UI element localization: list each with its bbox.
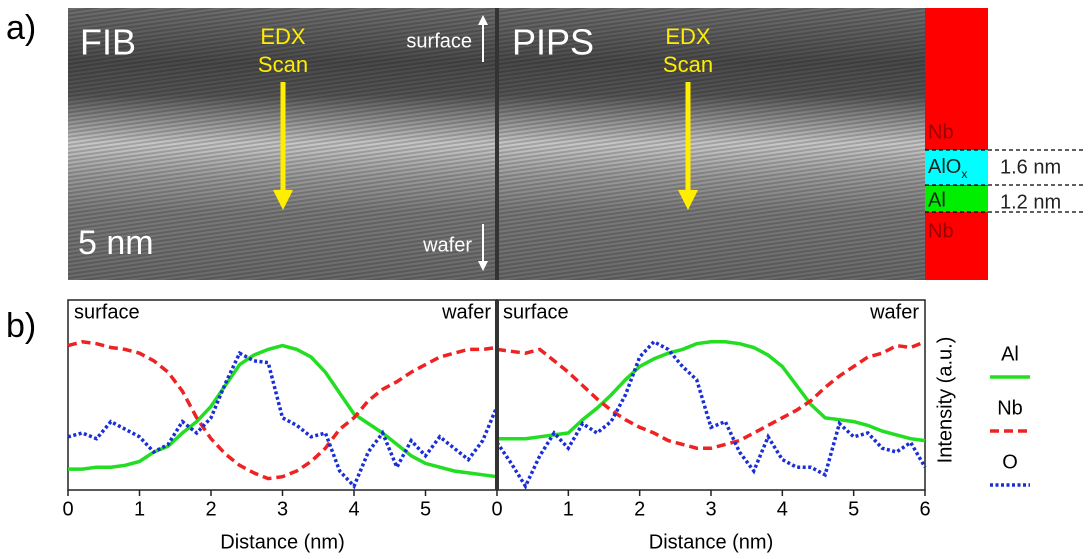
layer-label: Nb xyxy=(928,220,954,242)
panel-label: b) xyxy=(6,307,36,345)
legend-label: Nb xyxy=(997,397,1023,419)
layer-label: AlOx xyxy=(928,156,967,181)
x-axis-label: Distance (nm) xyxy=(649,531,773,553)
wafer-label: wafer xyxy=(422,234,472,256)
legend-label: O xyxy=(1002,451,1018,473)
method-label: PIPS xyxy=(512,22,594,63)
surface-label: surface xyxy=(406,30,472,52)
x-tick-label: 3 xyxy=(277,498,288,520)
data-line xyxy=(496,340,926,450)
side-label: wafer xyxy=(441,301,491,323)
scan-label: EDX xyxy=(665,24,711,49)
side-label: surface xyxy=(503,301,569,323)
x-tick-label: 1 xyxy=(134,498,145,520)
x-tick-label: 3 xyxy=(705,498,716,520)
x-tick-label: 2 xyxy=(205,498,216,520)
scale-label: 5 nm xyxy=(78,224,154,262)
thickness-label: 1.2 nm xyxy=(1000,191,1061,213)
al-layer xyxy=(925,186,988,212)
scan-label: Scan xyxy=(258,52,308,77)
x-tick-label: 4 xyxy=(777,498,788,520)
legend-label: Al xyxy=(1001,343,1019,365)
x-tick-label: 0 xyxy=(62,498,73,520)
data-line xyxy=(68,343,498,479)
layer-label-sub: x xyxy=(961,167,967,181)
scan-label: Scan xyxy=(663,52,713,77)
image-divider xyxy=(495,8,499,280)
x-tick-label: 5 xyxy=(420,498,431,520)
y-axis-label: Intensity (a.u.) xyxy=(934,337,956,464)
data-line xyxy=(67,340,498,481)
thickness-label: 1.6 nm xyxy=(1000,156,1061,178)
x-tick-label: 2 xyxy=(634,498,645,520)
alox-layer xyxy=(925,150,988,185)
plot-frame xyxy=(496,299,926,491)
layer-label: Nb xyxy=(928,121,954,143)
method-label: FIB xyxy=(80,22,136,63)
scan-label: EDX xyxy=(260,24,306,49)
x-axis-label: Distance (nm) xyxy=(220,531,344,553)
data-line xyxy=(497,340,926,443)
layer-label-main: AlO xyxy=(928,156,961,178)
layer-boundaries xyxy=(925,149,1086,213)
x-tick-label: 6 xyxy=(919,498,930,520)
nb-layer xyxy=(925,8,988,280)
plot-frame xyxy=(67,299,498,491)
side-label: wafer xyxy=(869,301,919,323)
panel-divider xyxy=(495,300,499,490)
data-line xyxy=(495,339,927,490)
data-line xyxy=(67,350,499,490)
x-tick-label: 5 xyxy=(848,498,859,520)
side-label: surface xyxy=(74,301,140,323)
x-tick-label: 4 xyxy=(348,498,359,520)
panel-label: a) xyxy=(6,9,36,47)
x-tick-label: 0 xyxy=(491,498,502,520)
layer-label: Al xyxy=(928,189,946,211)
x-tick-label: 1 xyxy=(563,498,574,520)
